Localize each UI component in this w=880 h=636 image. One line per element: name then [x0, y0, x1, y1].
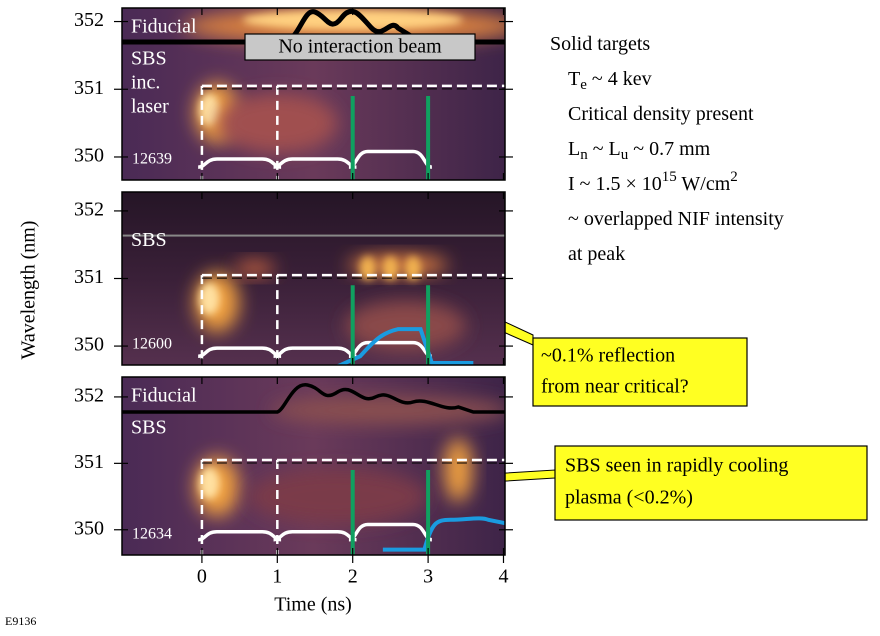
note-part: 2: [730, 169, 738, 185]
note-part: Solid targets: [550, 33, 650, 55]
note-part: ~ 4 kev: [587, 68, 652, 90]
y-tick-label: 350: [74, 334, 104, 356]
emission: [247, 468, 428, 525]
note-part: W/cm: [677, 173, 731, 195]
note-line: Te ~ 4 kev: [568, 68, 652, 94]
note-line: Solid targets: [550, 33, 650, 55]
panel-label: inc.: [131, 72, 160, 94]
note-part: u: [621, 147, 629, 163]
shot-number: 12639: [132, 151, 172, 168]
note-part: at peak: [568, 243, 625, 265]
note-line: at peak: [568, 243, 625, 265]
sbs-trace: [336, 327, 474, 365]
note-part: I ~ 1.5 × 10: [568, 173, 662, 195]
figure-id: E9136: [5, 614, 36, 628]
y-tick-label: 351: [74, 266, 104, 288]
note-part: Critical density present: [568, 103, 754, 125]
reference-line: [122, 234, 505, 237]
note-line: Ln ~ Lu ~ 0.7 mm: [568, 138, 711, 164]
panel-frame: [121, 376, 506, 556]
shot-number: 12634: [132, 526, 172, 543]
y-tick-label: 350: [74, 145, 104, 167]
y-tick-label: 350: [74, 517, 104, 539]
y-tick-label: 352: [74, 199, 104, 221]
note-part: n: [580, 147, 588, 163]
x-axis-label: Time (ns): [274, 594, 352, 616]
emission: [199, 467, 220, 500]
streak-panel: [122, 377, 505, 555]
shot-number: 12600: [132, 336, 172, 353]
y-tick-label: 352: [74, 9, 104, 31]
callout-text: plasma (<0.2%): [565, 487, 693, 509]
panel-frame: [121, 7, 506, 181]
banner-box: [244, 33, 476, 61]
callout-text: ~0.1% reflection: [541, 345, 675, 367]
streak-panel: [122, 192, 505, 365]
note-part: L: [568, 138, 580, 160]
note-part: 15: [662, 169, 677, 185]
note-part: ~ 0.7 mm: [628, 138, 710, 160]
note-part: ~ L: [588, 138, 621, 160]
note-line: I ~ 1.5 × 1015 W/cm2: [568, 169, 738, 194]
x-tick-label: 4: [498, 566, 508, 588]
emission: [199, 282, 220, 315]
panel-label: SBS: [131, 48, 167, 70]
callout-2: SBS seen in rapidly cooling plasma (<0.2…: [464, 445, 868, 521]
callout-text: from near critical?: [541, 376, 689, 398]
callout-text: SBS seen in rapidly cooling: [565, 455, 788, 477]
note-part: e: [580, 77, 587, 93]
panel-label: SBS: [131, 229, 167, 251]
y-tick-label: 351: [74, 451, 104, 473]
y-tick-label: 352: [74, 385, 104, 407]
x-tick-label: 3: [423, 566, 433, 588]
note-part: ~ overlapped NIF intensity: [568, 208, 784, 230]
emission: [234, 260, 275, 277]
emission: [444, 437, 473, 502]
emission: [382, 256, 399, 281]
emission: [242, 10, 463, 30]
panel-label: Fiducial: [131, 385, 197, 407]
note-line: Critical density present: [568, 103, 754, 125]
x-tick-label: 1: [272, 566, 282, 588]
y-tick-label: 351: [74, 77, 104, 99]
emission: [270, 396, 505, 425]
fiducial-trace: [122, 8, 505, 45]
note-line: ~ overlapped NIF intensity: [568, 208, 784, 230]
x-tick-label: 0: [197, 566, 207, 588]
x-tick-label: 2: [348, 566, 358, 588]
emission: [405, 256, 422, 281]
note-part: T: [568, 68, 580, 90]
emission: [199, 93, 220, 126]
panel-label: laser: [131, 96, 169, 118]
emission: [359, 256, 376, 281]
panel-label: Fiducial: [131, 16, 197, 38]
y-axis-label: Wavelength (nm): [18, 221, 40, 360]
fiducial-trace: [122, 383, 505, 414]
panel-label: SBS: [131, 417, 167, 439]
banner-text: No interaction beam: [278, 36, 442, 58]
